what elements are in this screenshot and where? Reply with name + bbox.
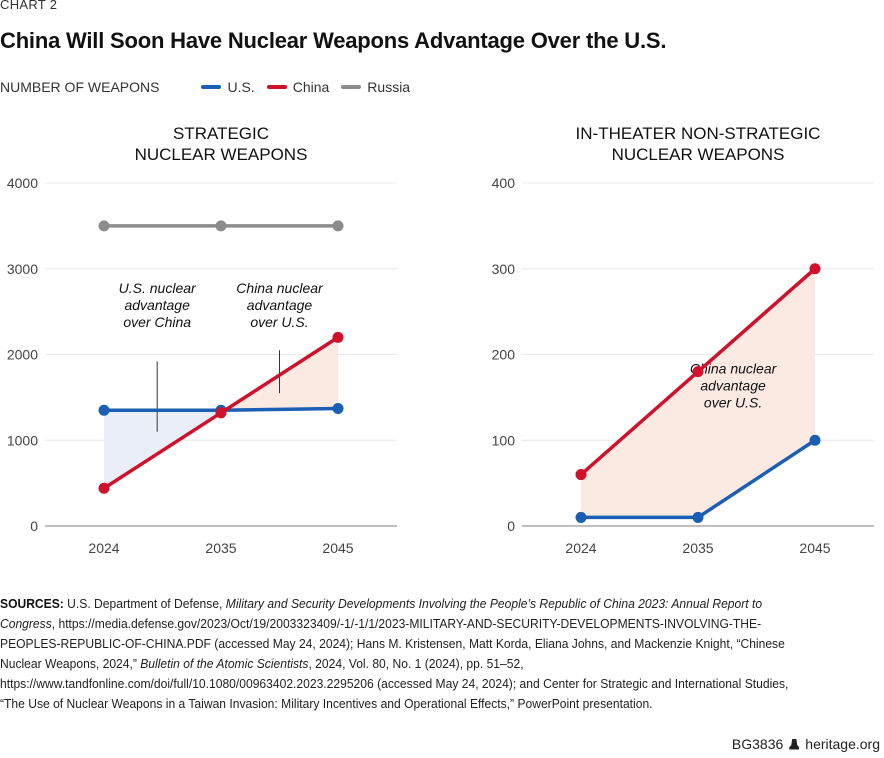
x-tick-label: 2024: [88, 540, 119, 556]
annotation-text: China nuclear: [690, 361, 778, 377]
advantage-shading: [581, 268, 815, 518]
legend-swatch-us: [201, 85, 222, 89]
y-tick-label: 2000: [7, 347, 38, 363]
legend: NUMBER OF WEAPONS U.S. China Russia: [0, 79, 422, 95]
annotation-text: advantage: [247, 297, 313, 313]
data-point-us: [809, 434, 821, 446]
x-tick-label: 2035: [682, 540, 713, 556]
sources-segment: U.S. Department of Defense,: [63, 596, 226, 611]
sources-segment: Military and Security Developments Invol…: [0, 596, 763, 631]
liberty-bell-icon: [789, 738, 800, 750]
x-tick-label: 2045: [322, 540, 353, 556]
y-tick-label: 400: [492, 175, 516, 191]
y-tick-label: 200: [492, 347, 516, 363]
x-tick-label: 2035: [205, 540, 236, 556]
legend-label-china: China: [292, 79, 330, 95]
annotation-text: advantage: [124, 297, 190, 313]
data-point-russia: [98, 220, 110, 232]
y-tick-label: 1000: [7, 432, 38, 448]
x-tick-label: 2045: [799, 540, 830, 556]
panel-title: NUCLEAR WEAPONS: [612, 145, 785, 164]
sources-note: SOURCES: U.S. Department of Defense, Mil…: [0, 594, 809, 714]
data-point-china: [332, 331, 344, 343]
legend-item-russia: Russia: [341, 79, 410, 95]
data-point-russia: [332, 220, 344, 232]
y-tick-label: 0: [30, 518, 38, 534]
legend-swatch-russia: [341, 85, 362, 89]
y-tick-label: 4000: [7, 175, 38, 191]
chart-kicker: CHART 2: [0, 0, 58, 12]
panel-title: IN-THEATER NON-STRATEGIC: [576, 124, 821, 143]
sources-body: U.S. Department of Defense, Military and…: [0, 596, 788, 711]
data-point-us: [692, 511, 704, 523]
sources-segment: , https://media.defense.gov/2023/Oct/19/…: [0, 616, 785, 671]
annotation-text: over U.S.: [704, 395, 762, 411]
chart-panel-non-strategic: IN-THEATER NON-STRATEGIC NUCLEAR WEAPONS 0…: [492, 124, 874, 556]
annotation-text: U.S. nuclear: [119, 280, 197, 296]
y-tick-label: 0: [507, 518, 515, 534]
site-name: heritage.org: [805, 736, 880, 752]
sources-label: SOURCES:: [0, 596, 64, 611]
annotation-text: over U.S.: [250, 314, 308, 330]
data-point-china: [692, 366, 704, 378]
y-tick-label: 300: [492, 261, 516, 277]
data-point-china: [809, 263, 821, 275]
data-point-us: [98, 404, 110, 416]
chart-title: China Will Soon Have Nuclear Weapons Adv…: [0, 28, 667, 53]
y-tick-label: 3000: [7, 261, 38, 277]
annotation-text: advantage: [700, 378, 766, 394]
y-tick-label: 100: [492, 432, 516, 448]
units-label: NUMBER OF WEAPONS: [0, 79, 160, 95]
x-tick-label: 2024: [565, 540, 596, 556]
report-code: BG3836: [731, 736, 784, 752]
panel-title: STRATEGIC: [173, 124, 269, 143]
data-point-us: [575, 511, 587, 523]
data-point-us: [332, 403, 344, 415]
panel-title: NUCLEAR WEAPONS: [135, 145, 308, 164]
sources-segment: , 2024, Vol. 80, No. 1 (2024), pp. 51–52…: [0, 656, 789, 711]
legend-item-china: China: [266, 79, 330, 95]
data-point-russia: [215, 220, 227, 232]
data-point-china: [215, 407, 227, 419]
sources-segment: Bulletin of the Atomic Scientists: [140, 656, 309, 671]
data-point-china: [575, 469, 587, 481]
legend-item-us: U.S.: [201, 79, 255, 95]
legend-label-us: U.S.: [227, 79, 255, 95]
annotation-text: China nuclear: [236, 280, 324, 296]
chart-panel-strategic: STRATEGIC NUCLEAR WEAPONS 0 1000 2000 3000 400…: [7, 124, 397, 556]
legend-label-russia: Russia: [367, 79, 411, 95]
footer: BG3836 heritage.org: [732, 736, 880, 752]
annotation-text: over China: [123, 314, 191, 330]
data-point-china: [98, 482, 110, 494]
legend-swatch-china: [266, 85, 287, 89]
